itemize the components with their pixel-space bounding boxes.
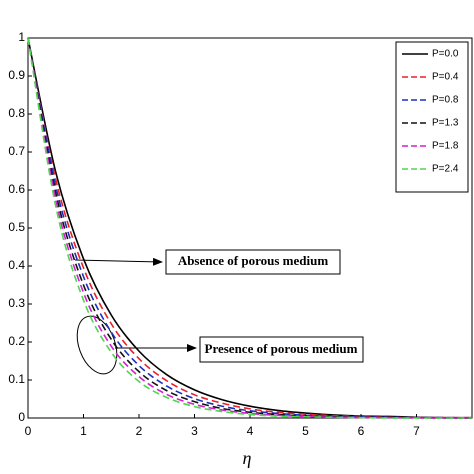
x-tick-label: 3 (191, 424, 198, 438)
y-tick-label: 0.3 (8, 296, 25, 310)
y-tick-label: 0.1 (8, 372, 25, 386)
x-tick-label: 4 (247, 424, 254, 438)
y-tick-label: 0.2 (8, 334, 25, 348)
x-tick-label: 0 (25, 424, 32, 438)
y-tick-label: 0.7 (8, 144, 25, 158)
legend-label: P=1.8 (432, 141, 459, 152)
annotation-box (199, 336, 364, 363)
legend-label: P=0.8 (432, 95, 459, 106)
y-tick-label: 0 (18, 410, 25, 424)
annotation-ellipse (76, 315, 118, 375)
legend-label: P=1.3 (432, 118, 459, 129)
x-tick-label: 5 (302, 424, 309, 438)
y-tick-label: 0.8 (8, 106, 25, 120)
annotation: Presence of porous medium (205, 341, 358, 356)
y-tick-label: 0.5 (8, 220, 25, 234)
x-tick-label: 7 (413, 424, 420, 438)
annotation: Absence of porous medium (178, 253, 329, 268)
legend-box (395, 41, 469, 193)
y-tick-label: 0.6 (8, 182, 25, 196)
x-tick-label: 6 (358, 424, 365, 438)
x-tick-label: 2 (136, 424, 143, 438)
x-tick-label: 1 (80, 424, 87, 438)
x-axis-label: η (243, 448, 252, 468)
y-tick-label: 1 (18, 30, 25, 44)
legend-label: P=0.4 (432, 72, 459, 83)
legend-label: P=2.4 (432, 164, 459, 175)
y-tick-label: 0.9 (8, 68, 25, 82)
series-line (27, 37, 472, 419)
legend-label: P=0.0 (432, 49, 459, 60)
series-line (27, 37, 472, 419)
annotation-arrow (74, 257, 163, 266)
y-tick-label: 0.4 (8, 258, 25, 272)
annotation-box (165, 249, 341, 275)
